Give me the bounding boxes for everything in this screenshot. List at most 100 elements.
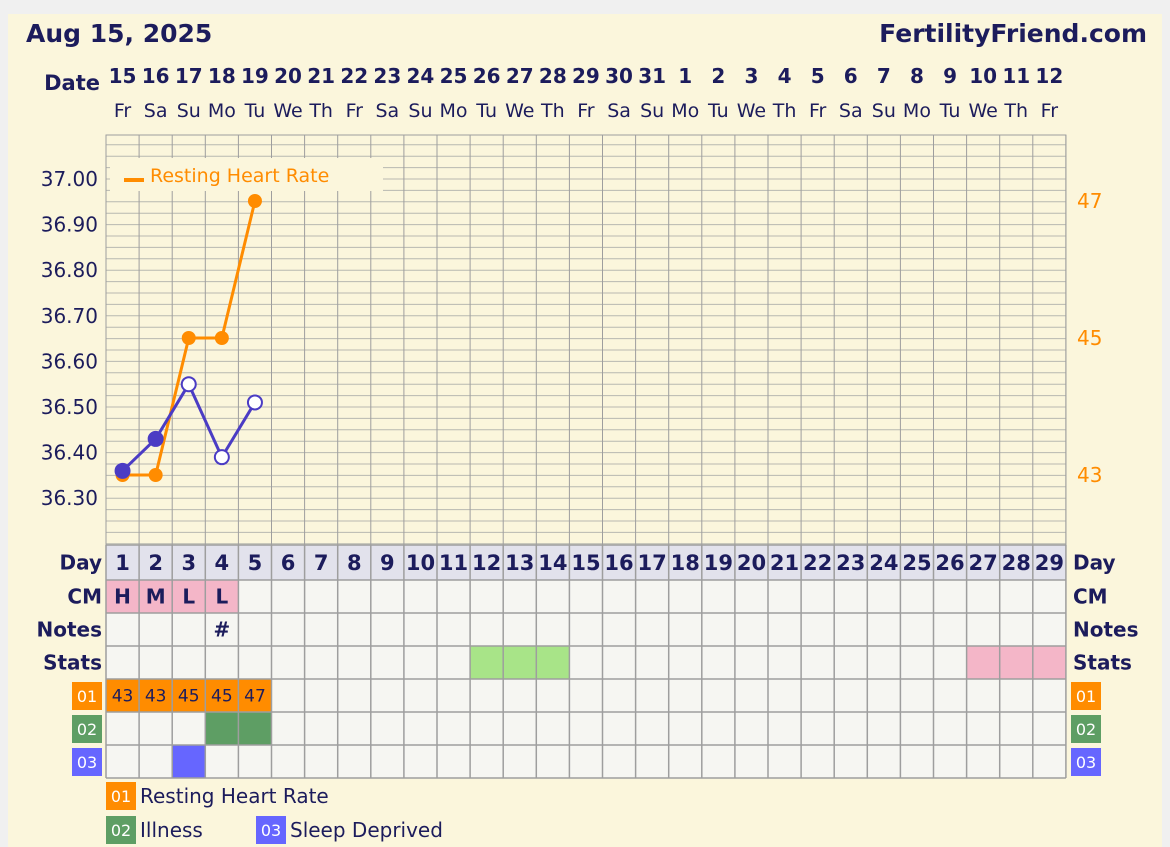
note-mark: # [213, 618, 230, 642]
code-badge-left-label: 01 [77, 687, 97, 706]
footer-code-label: 02 [111, 821, 131, 840]
date-number: 10 [969, 64, 997, 88]
code-badge-right [1071, 748, 1101, 776]
day-number: 8 [347, 551, 362, 575]
day-number: 12 [472, 551, 501, 575]
date-number: 27 [506, 64, 534, 88]
heart-rate-point [181, 331, 196, 345]
day-number: 29 [1035, 551, 1064, 575]
code-value: 43 [112, 687, 134, 707]
heart-rate-point [247, 194, 262, 208]
date-number: 22 [340, 64, 368, 88]
date-number: 24 [407, 64, 435, 88]
day-number: 27 [969, 551, 998, 575]
legend-label: Resting Heart Rate [150, 165, 329, 187]
code-value: 45 [211, 687, 233, 707]
code-cell [205, 679, 239, 712]
code-cell [238, 712, 272, 745]
weekday-label: Tu [707, 100, 729, 122]
day-number: 10 [406, 551, 435, 575]
row-label-right: Stats [1073, 651, 1132, 675]
footer-code-label: 01 [111, 787, 131, 806]
temperature-point [147, 430, 164, 447]
day-number: 23 [836, 551, 865, 575]
weekday-label: Su [177, 100, 201, 122]
site-name: FertilityFriend.com [879, 19, 1147, 48]
date-number: 25 [440, 64, 468, 88]
day-number: 9 [380, 551, 395, 575]
row-label-right: Notes [1073, 618, 1139, 642]
weekday-label: Th [540, 100, 565, 122]
day-number: 18 [671, 551, 700, 575]
footer-legend-label: Sleep Deprived [290, 818, 443, 842]
date-number: 7 [877, 64, 891, 88]
day-number: 3 [181, 551, 196, 575]
code-cell [172, 679, 206, 712]
footer-legend-label: Illness [140, 818, 203, 842]
weekday-label: Th [308, 100, 333, 122]
day-number: 14 [538, 551, 567, 575]
day-row-bg [106, 545, 1066, 580]
cm-value: M [146, 585, 166, 609]
footer-code-badge [106, 782, 136, 810]
day-number: 7 [314, 551, 329, 575]
cm-value: L [182, 585, 195, 609]
code-badge-right [1071, 682, 1101, 710]
row-label-left: Day [59, 551, 102, 575]
date-number: 6 [844, 64, 858, 88]
cm-cell [139, 580, 173, 613]
weekday-label: Fr [809, 100, 827, 122]
right-axis-tick: 47 [1077, 189, 1102, 213]
weekday-label: Mo [440, 100, 468, 122]
code-cell [106, 679, 140, 712]
day-number: 1 [115, 551, 130, 575]
day-number: 4 [215, 551, 230, 575]
footer-code-badge [256, 816, 286, 844]
temperature-point-open [246, 394, 263, 411]
day-number: 28 [1002, 551, 1031, 575]
weekday-label: Fr [577, 100, 595, 122]
weekday-label: Th [1003, 100, 1028, 122]
footer-legend: 01 Resting Heart Rate 02 Illness 03 Sleep Dep… [106, 782, 443, 844]
row-label-left: Stats [43, 651, 102, 675]
date-number: 11 [1002, 64, 1030, 88]
weekday-label: We [505, 100, 534, 122]
date-number: 4 [778, 64, 792, 88]
weekday-label: We [737, 100, 766, 122]
left-axis-tick: 37.00 [41, 167, 98, 191]
weekday-label: Fr [114, 100, 132, 122]
day-number: 13 [505, 551, 534, 575]
date-number: 5 [811, 64, 825, 88]
temperature-point-open [180, 376, 197, 393]
row-label-right: Day [1073, 551, 1116, 575]
code-badge-right-label: 02 [1076, 720, 1096, 739]
weekday-label: Su [872, 100, 896, 122]
day-number: 15 [571, 551, 600, 575]
weekday-label: Su [408, 100, 432, 122]
date-number: 23 [373, 64, 401, 88]
code-cell [238, 679, 272, 712]
footer-legend-label: Resting Heart Rate [140, 784, 329, 808]
code-value: 45 [178, 687, 200, 707]
code-badge-right [1071, 715, 1101, 743]
stats-cell-pink [999, 646, 1033, 679]
date-number: 29 [572, 64, 600, 88]
code-cell [172, 745, 206, 778]
cm-cell [172, 580, 206, 613]
footer-code-badge [106, 816, 136, 844]
day-number: 26 [935, 551, 964, 575]
stats-cell-green [536, 646, 570, 679]
day-number: 2 [148, 551, 163, 575]
stats-cell-green [470, 646, 504, 679]
day-number: 6 [281, 551, 296, 575]
date-number: 8 [910, 64, 924, 88]
code-badge-left-label: 03 [77, 753, 97, 772]
day-number: 5 [248, 551, 263, 575]
date-number: 1 [678, 64, 692, 88]
left-axis-tick: 36.60 [41, 349, 98, 373]
date-number: 17 [175, 64, 203, 88]
weekday-label: Fr [346, 100, 364, 122]
left-axis-tick: 36.70 [41, 304, 98, 328]
cm-cell [205, 580, 239, 613]
day-number: 16 [604, 551, 633, 575]
